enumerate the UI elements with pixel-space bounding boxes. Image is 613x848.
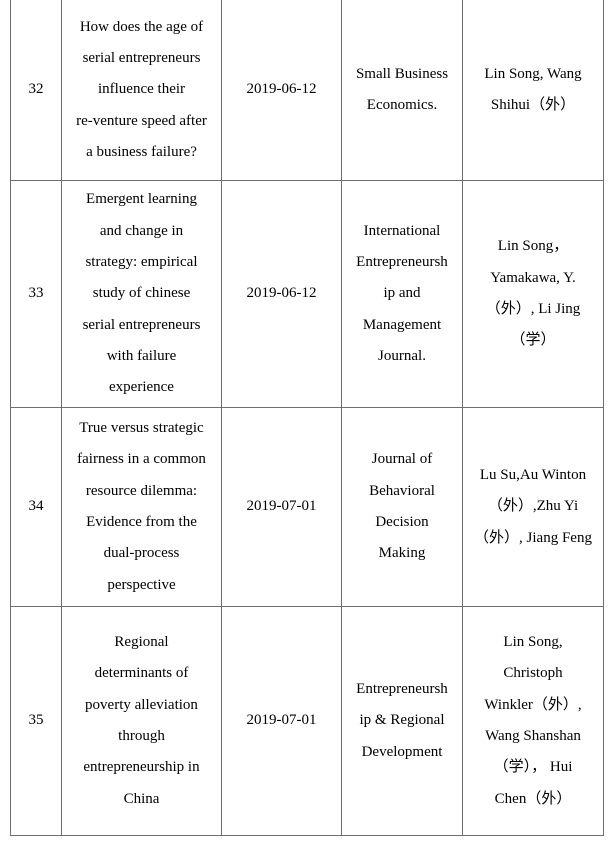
publish-date: 2019-07-01	[221, 407, 342, 607]
paper-title: Emergent learning and change in strategy…	[61, 180, 222, 408]
publish-date: 2019-07-01	[221, 606, 342, 836]
row-number: 32	[10, 0, 62, 181]
table-row: 35 Regional determinants of poverty alle…	[10, 606, 604, 836]
table-row: 33 Emergent learning and change in strat…	[10, 180, 604, 408]
publish-date: 2019-06-12	[221, 0, 342, 181]
paper-title: Regional determinants of poverty allevia…	[61, 606, 222, 836]
journal-name: Small Business Economics.	[341, 0, 463, 181]
publications-table: 32 How does the age of serial entreprene…	[10, 0, 604, 836]
row-number: 33	[10, 180, 62, 408]
row-number: 35	[10, 606, 62, 836]
row-number: 34	[10, 407, 62, 607]
authors: Lin Song， Yamakawa, Y. （外）, Li Jing （学）	[462, 180, 604, 408]
journal-name: Journal of Behavioral Decision Making	[341, 407, 463, 607]
journal-name: International Entrepreneursh ip and Mana…	[341, 180, 463, 408]
table-row: 32 How does the age of serial entreprene…	[10, 0, 604, 181]
authors: Lin Song, Christoph Winkler（外）, Wang Sha…	[462, 606, 604, 836]
paper-title: How does the age of serial entrepreneurs…	[61, 0, 222, 181]
journal-name: Entrepreneursh ip & Regional Development	[341, 606, 463, 836]
paper-title: True versus strategic fairness in a comm…	[61, 407, 222, 607]
table-row: 34 True versus strategic fairness in a c…	[10, 407, 604, 607]
authors: Lu Su,Au Winton （外）,Zhu Yi （外）, Jiang Fe…	[462, 407, 604, 607]
publish-date: 2019-06-12	[221, 180, 342, 408]
authors: Lin Song, Wang Shihui（外）	[462, 0, 604, 181]
